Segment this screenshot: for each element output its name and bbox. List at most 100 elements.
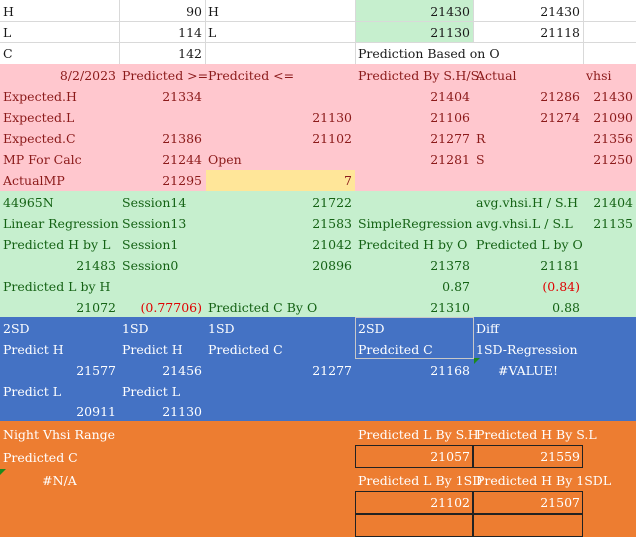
actualmp-v2[interactable]: 7 — [344, 173, 352, 188]
g-r2-d[interactable]: SimpleRegression — [358, 216, 473, 231]
expected-h-label[interactable]: Expected.H — [3, 89, 77, 104]
o-a2[interactable]: Predicted C — [3, 450, 78, 465]
mp-for-calc-v1[interactable]: 21244 — [162, 152, 202, 167]
mp-for-calc-label[interactable]: MP For Calc — [3, 152, 82, 167]
expected-l-v2[interactable]: 21130 — [312, 110, 352, 125]
date-cell[interactable]: 8/2/2023 — [59, 68, 116, 83]
g-r4-c[interactable]: 20896 — [312, 258, 352, 273]
top-c2-h[interactable]: H — [208, 4, 219, 19]
header-predicted-ge[interactable]: Predicted >= — [122, 68, 209, 83]
b-l2[interactable]: Predict H — [122, 342, 183, 357]
expected-h-v2[interactable] — [205, 86, 355, 107]
g-r2-c[interactable]: 21583 — [312, 216, 352, 231]
expected-l-v4[interactable]: 21274 — [540, 110, 580, 125]
top-label-h[interactable]: H — [3, 4, 14, 19]
g-r3-e[interactable]: Predicted L by O — [476, 237, 583, 252]
top-label-l[interactable]: L — [3, 25, 12, 40]
mp-for-calc-v4[interactable]: S — [476, 152, 485, 167]
expected-c-v5[interactable]: 21356 — [593, 131, 633, 146]
header-actual[interactable]: Actual — [476, 68, 517, 83]
top-c4-h[interactable]: 21430 — [540, 4, 580, 19]
top-c4-l[interactable]: 21118 — [540, 25, 580, 40]
mp-for-calc-v2[interactable]: Open — [208, 152, 242, 167]
g-r1-a[interactable]: 44965N — [3, 195, 54, 210]
g-r3-c[interactable]: 21042 — [312, 237, 352, 252]
actualmp-label[interactable]: ActualMP — [3, 173, 65, 188]
g-r2-a[interactable]: Linear Regression — [3, 216, 119, 231]
expected-c-v1[interactable]: 21386 — [162, 131, 202, 146]
top-c3-l[interactable]: 21130 — [430, 25, 470, 40]
top-c3-h[interactable]: 21430 — [430, 4, 470, 19]
g-r1-f[interactable]: 21404 — [593, 195, 633, 210]
top-value-h[interactable]: 90 — [186, 4, 202, 19]
b-v5[interactable]: #VALUE! — [498, 363, 558, 378]
g-r1-e[interactable]: avg.vhsi.H / S.H — [476, 195, 579, 210]
expected-h-v1[interactable]: 21334 — [162, 89, 202, 104]
g-r6-e[interactable]: 0.88 — [552, 300, 580, 315]
g-r2-e[interactable]: avg.vhsi.L / S.L — [476, 216, 573, 231]
g-r5-a[interactable]: Predicted L by H — [3, 279, 111, 294]
g-r3-b[interactable]: Session1 — [122, 237, 179, 252]
b-h5[interactable]: Diff — [476, 321, 499, 336]
o-c1[interactable]: Predicted L By 1SD — [358, 473, 483, 488]
g-r2-f[interactable]: 21135 — [593, 216, 633, 231]
o-b4[interactable]: 21559 — [540, 449, 580, 464]
mp-for-calc-v5[interactable]: 21250 — [593, 152, 633, 167]
b-m2[interactable]: Predict L — [122, 384, 181, 399]
b-n1[interactable]: 20911 — [76, 404, 116, 419]
expected-h-v4[interactable]: 21286 — [540, 89, 580, 104]
o-c2[interactable]: Predicted H By 1SDL — [476, 473, 612, 488]
g-r6-d[interactable]: 21310 — [430, 300, 470, 315]
expected-l-v3[interactable]: 21106 — [430, 110, 470, 125]
top-value-l[interactable]: 114 — [178, 25, 202, 40]
b-v1[interactable]: 21577 — [76, 363, 116, 378]
b-l4[interactable]: Predcited C — [358, 342, 433, 357]
g-r6-b[interactable]: (0.77706) — [140, 300, 202, 315]
b-v2[interactable]: 21456 — [162, 363, 202, 378]
top-value-c[interactable]: 142 — [178, 46, 202, 61]
b-m1[interactable]: Predict L — [3, 384, 62, 399]
g-r2-b[interactable]: Session13 — [122, 216, 187, 231]
o-a3[interactable]: #N/A — [42, 473, 77, 488]
g-r3-a[interactable]: Predicted H by L — [3, 237, 111, 252]
top-c2-l[interactable]: L — [208, 25, 217, 40]
g-r5-e[interactable]: (0.84) — [542, 279, 580, 294]
expected-l-v5[interactable]: 21090 — [593, 110, 633, 125]
o-c4[interactable]: 21507 — [540, 495, 580, 510]
g-r3-d[interactable]: Predcited H by O — [358, 237, 468, 252]
expected-c-v4[interactable]: R — [476, 131, 486, 146]
b-h4[interactable]: 2SD — [358, 321, 385, 336]
expected-c-v3[interactable]: 21277 — [430, 131, 470, 146]
o-b3[interactable]: 21057 — [430, 449, 470, 464]
g-r1-c[interactable]: 21722 — [312, 195, 352, 210]
expected-c-v2[interactable]: 21102 — [312, 131, 352, 146]
header-predicted-le[interactable]: Predcited <= — [208, 68, 295, 83]
g-r4-a[interactable]: 21483 — [76, 258, 116, 273]
b-v3[interactable]: 21277 — [312, 363, 352, 378]
prediction-based-on-o[interactable]: Prediction Based on O — [358, 46, 500, 61]
expected-l-v1[interactable] — [119, 107, 205, 128]
expected-h-v5[interactable]: 21430 — [593, 89, 633, 104]
g-r6-a[interactable]: 21072 — [76, 300, 116, 315]
b-h3[interactable]: 1SD — [208, 321, 235, 336]
o-b1[interactable]: Predicted L By S.H — [358, 427, 479, 442]
g-r4-d[interactable]: 21378 — [430, 258, 470, 273]
b-v4[interactable]: 21168 — [430, 363, 470, 378]
g-r6-c[interactable]: Predicted C By O — [208, 300, 318, 315]
b-n2[interactable]: 21130 — [162, 404, 202, 419]
b-h1[interactable]: 2SD — [3, 321, 30, 336]
o-a1[interactable]: Night Vhsi Range — [3, 427, 116, 442]
top-label-c[interactable]: C — [3, 46, 13, 61]
g-r4-e[interactable]: 21181 — [540, 258, 580, 273]
o-c3[interactable]: 21102 — [430, 495, 470, 510]
expected-c-label[interactable]: Expected.C — [3, 131, 76, 146]
b-h2[interactable]: 1SD — [122, 321, 149, 336]
g-r1-b[interactable]: Session14 — [122, 195, 187, 210]
b-l3[interactable]: Predicted C — [208, 342, 283, 357]
b-l1[interactable]: Predict H — [3, 342, 64, 357]
header-vhsi[interactable]: vhsi — [586, 68, 612, 83]
g-r4-b[interactable]: Session0 — [122, 258, 179, 273]
header-predicted-by[interactable]: Predicted By S.H/S. — [358, 68, 483, 83]
expected-l-label[interactable]: Expected.L — [3, 110, 75, 125]
expected-h-v3[interactable]: 21404 — [430, 89, 470, 104]
